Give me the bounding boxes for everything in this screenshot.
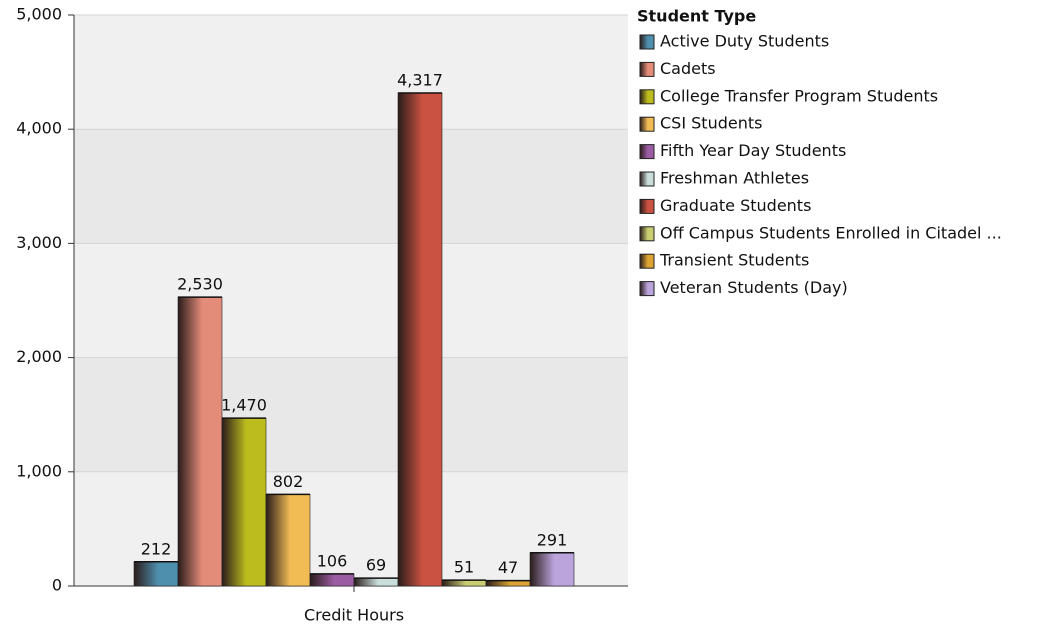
data-label: 212	[141, 539, 172, 558]
legend-label: Active Duty Students	[660, 32, 829, 51]
legend-label: Fifth Year Day Students	[660, 141, 846, 160]
bar	[529, 552, 575, 587]
legend-swatch	[639, 198, 655, 214]
data-label: 51	[454, 558, 474, 577]
data-label: 2,530	[177, 275, 223, 294]
legend-swatch	[639, 226, 655, 242]
bar	[485, 580, 531, 587]
data-label: 69	[366, 556, 386, 575]
bar	[177, 296, 223, 587]
legend-label: Transient Students	[659, 251, 809, 270]
plot-band	[74, 129, 628, 244]
bar	[221, 417, 267, 587]
y-tick-label: 5,000	[16, 5, 62, 24]
y-tick-label: 0	[52, 576, 62, 595]
legend-label: Freshman Athletes	[660, 169, 809, 188]
legend-swatch	[639, 89, 655, 105]
legend-label: Cadets	[660, 59, 716, 78]
legend-swatch	[639, 171, 655, 187]
legend-label: CSI Students	[660, 114, 762, 133]
data-label: 291	[537, 530, 568, 549]
legend-swatch	[639, 253, 655, 269]
data-label: 1,470	[221, 396, 267, 415]
data-label: 4,317	[397, 70, 443, 89]
legend-label: Graduate Students	[660, 196, 811, 215]
bar	[353, 577, 399, 587]
legend-swatch	[639, 61, 655, 77]
data-label: 802	[273, 472, 304, 491]
y-tick-label: 3,000	[16, 233, 62, 252]
x-tick-label: Credit Hours	[304, 606, 404, 625]
bar	[441, 579, 487, 587]
legend-swatch	[639, 144, 655, 160]
legend-label: College Transfer Program Students	[660, 86, 938, 105]
data-label: 47	[498, 558, 518, 577]
bar	[397, 92, 443, 587]
plot-band	[74, 243, 628, 358]
y-tick-label: 2,000	[16, 347, 62, 366]
legend-swatch	[639, 34, 655, 50]
data-label: 106	[317, 551, 348, 570]
bar	[309, 573, 355, 587]
legend-label: Veteran Students (Day)	[660, 278, 848, 297]
legend-swatch	[639, 281, 655, 297]
legend-title: Student Type	[637, 7, 756, 26]
plot-band	[74, 357, 628, 472]
y-tick-label: 4,000	[16, 119, 62, 138]
y-tick-label: 1,000	[16, 461, 62, 480]
legend-swatch	[639, 116, 655, 132]
plot-band	[74, 15, 628, 130]
bar	[265, 494, 311, 587]
legend-label: Off Campus Students Enrolled in Citadel …	[660, 223, 1002, 242]
bar	[133, 561, 179, 587]
